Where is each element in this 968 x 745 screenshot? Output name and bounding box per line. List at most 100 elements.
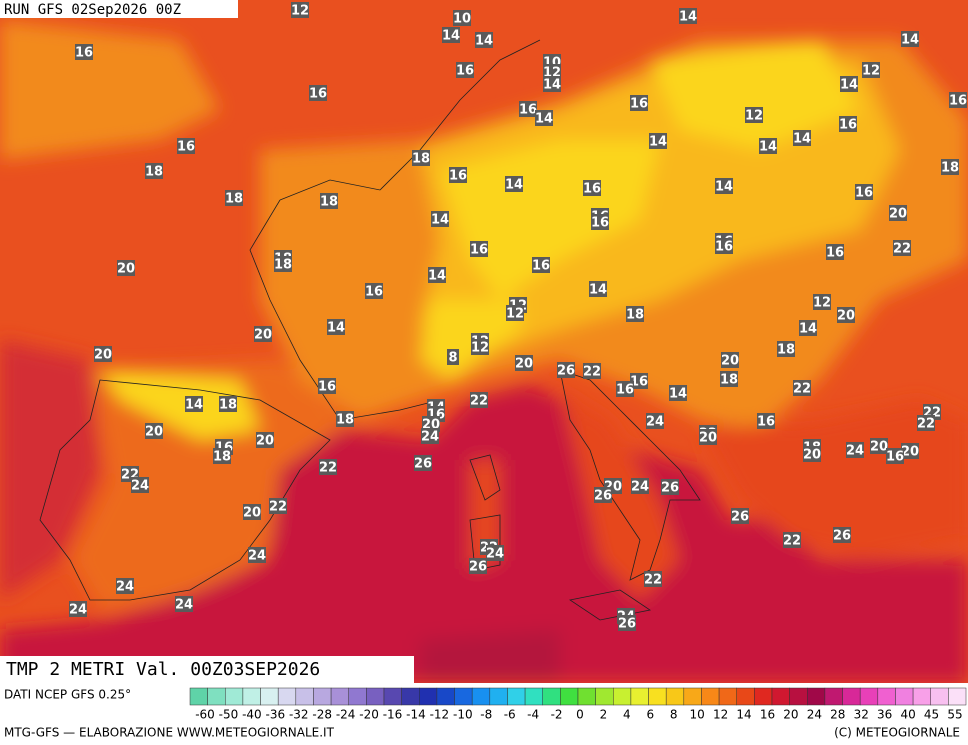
temperature-label: 8	[448, 351, 457, 366]
label-box	[519, 101, 537, 117]
temperature-label: 14	[649, 135, 667, 150]
temperature-label: 24	[631, 480, 649, 495]
scale-label: -50	[219, 708, 239, 722]
run-label: RUN GFS 02Sep2026 00Z	[4, 2, 181, 18]
temperature-label: 16	[839, 118, 857, 133]
temperature-label: 12	[862, 64, 880, 79]
scale-label: 10	[690, 708, 705, 722]
scale-label: -6	[504, 708, 516, 722]
label-box	[870, 438, 888, 454]
scale-swatch	[524, 687, 543, 706]
temperature-label: 26	[414, 457, 432, 472]
scale-swatch	[754, 687, 773, 706]
temperature-label: 26	[557, 364, 575, 379]
scale-label: 16	[760, 708, 775, 722]
label-box	[731, 508, 749, 524]
label-box	[225, 190, 243, 206]
label-box	[583, 180, 601, 196]
label-box	[745, 107, 763, 123]
label-box	[901, 443, 919, 459]
scale-swatch	[489, 687, 508, 706]
temperature-label: 24	[248, 549, 266, 564]
label-box	[543, 76, 561, 92]
scale-swatch	[225, 687, 244, 706]
label-box	[442, 27, 460, 43]
label-box	[248, 547, 266, 563]
temperature-label: 16	[177, 140, 195, 155]
label-box	[720, 371, 738, 387]
label-box	[649, 133, 667, 149]
scale-label: -14	[406, 708, 426, 722]
temperature-label: 24	[421, 430, 439, 445]
temperature-label: 14	[535, 112, 553, 127]
label-box	[893, 240, 911, 256]
temperature-label: 20	[117, 262, 135, 277]
temperature-label: 14	[759, 140, 777, 155]
label-box	[213, 448, 231, 464]
label-box	[862, 62, 880, 78]
scale-label: -8	[480, 708, 492, 722]
temperature-label: 14	[185, 398, 203, 413]
temperature-label: 24	[486, 547, 504, 562]
label-box	[309, 85, 327, 101]
label-box	[826, 244, 844, 260]
label-box	[759, 138, 777, 154]
temperature-label: 22	[917, 417, 935, 432]
scale-label: 45	[924, 708, 939, 722]
temperature-label: 20	[837, 309, 855, 324]
label-box	[721, 352, 739, 368]
label-box	[616, 381, 634, 397]
scale-label: 12	[713, 708, 728, 722]
scale-label: -20	[359, 708, 379, 722]
label-box	[715, 178, 733, 194]
temperature-label: 14	[431, 213, 449, 228]
scale-swatch	[842, 687, 861, 706]
temperature-label: 16	[449, 169, 467, 184]
label-box	[679, 8, 697, 24]
scale-label: -4	[527, 708, 539, 722]
label-box	[185, 396, 203, 412]
temperature-label: 22	[783, 534, 801, 549]
credit: MTG-GFS — ELABORAZIONE WWW.METEOGIORNALE…	[4, 726, 335, 740]
label-box	[243, 504, 261, 520]
scale-swatch	[930, 687, 949, 706]
temperature-label: 16	[365, 285, 383, 300]
label-box	[447, 349, 459, 365]
temperature-label: 16	[318, 380, 336, 395]
temperature-label: 14	[442, 29, 460, 44]
scale-swatch	[665, 687, 685, 706]
label-box	[799, 320, 817, 336]
scale-swatch	[895, 687, 914, 706]
label-box	[535, 110, 553, 126]
temperature-label: 20	[145, 425, 163, 440]
temperature-label: 14	[475, 34, 493, 49]
label-box	[889, 205, 907, 221]
temperature-label: 14	[589, 283, 607, 298]
label-box	[69, 601, 87, 617]
scale-swatch	[560, 687, 579, 706]
temperature-label: 16	[532, 259, 550, 274]
label-box	[320, 193, 338, 209]
scale-swatch	[789, 687, 808, 706]
temperature-label: 18	[626, 308, 644, 323]
temperature-label: 18	[941, 161, 959, 176]
label-box	[319, 459, 337, 475]
label-box	[917, 415, 935, 431]
temperature-label: 24	[69, 603, 87, 618]
temperature-label: 26	[594, 489, 612, 504]
temperature-label: 16	[470, 243, 488, 258]
label-box	[591, 214, 609, 230]
label-box	[793, 130, 811, 146]
scale-label: 24	[807, 708, 822, 722]
scale-swatch	[277, 687, 297, 706]
temperature-label: 18	[777, 343, 795, 358]
scale-swatch	[401, 687, 420, 706]
temperature-label: 20	[699, 431, 717, 446]
scale-label: -12	[430, 708, 450, 722]
label-box	[428, 267, 446, 283]
temperature-label: 20	[803, 448, 821, 463]
label-box	[833, 527, 851, 543]
temperature-label: 20	[254, 328, 272, 343]
label-box	[486, 545, 504, 561]
